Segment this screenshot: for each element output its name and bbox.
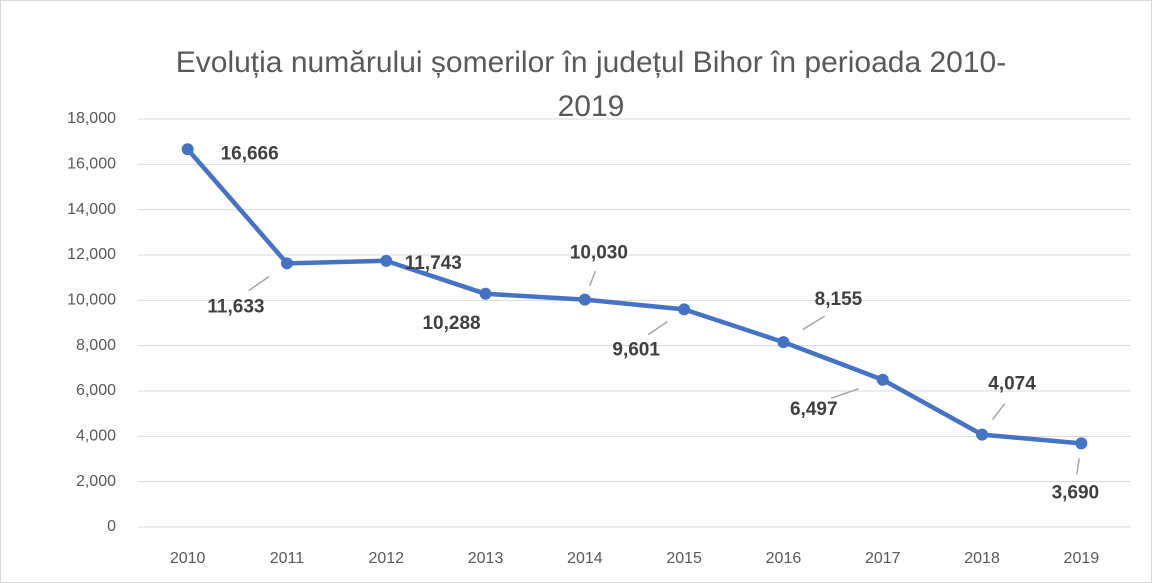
point [479,287,492,300]
point [678,303,691,316]
x-tick-label: 2014 [567,550,603,567]
point [777,336,790,349]
x-tick-label: 2016 [766,550,802,567]
y-tick-label: 2,000 [76,473,116,490]
data-label: 11,633 [207,296,264,317]
y-tick-label: 16,000 [67,156,116,173]
leader-line [1076,458,1080,475]
x-tick-label: 2010 [170,550,206,567]
point [181,143,194,156]
data-label: 10,288 [422,313,480,334]
y-tick-label: 0 [107,518,116,535]
leader-line [248,275,270,292]
point [976,428,989,441]
data-label: 10,030 [570,243,628,264]
y-tick-label: 18,000 [67,110,116,127]
x-tick-label: 2015 [666,550,702,567]
point [578,293,591,306]
x-tick-label: 2018 [964,550,1000,567]
data-label: 3,690 [1052,482,1100,503]
x-tick-label: 2011 [270,550,305,567]
point [876,373,889,386]
x-tick-label: 2013 [468,550,504,567]
x-tick-label: 2019 [1064,550,1100,567]
y-tick-label: 10,000 [67,292,116,309]
data-label: 9,601 [612,339,660,360]
data-label: 4,074 [988,374,1036,395]
y-tick-label: 14,000 [67,201,116,218]
y-tick-label: 4,000 [76,428,116,445]
data-label: 11,743 [405,253,462,274]
data-label: 8,155 [815,289,863,310]
x-tick-label: 2017 [865,550,901,567]
line [185,147,1082,446]
leader-line [802,315,826,331]
x-tick-label: 2012 [368,550,404,567]
point [380,254,393,267]
leader-line [991,403,1006,421]
chart-title: Evoluția numărului șomerilor în județul … [175,46,1007,123]
data-label: 16,666 [221,143,279,164]
point [280,257,293,270]
leader-line [830,388,859,400]
leader-line [589,270,597,287]
y-tick-label: 12,000 [67,246,116,263]
data-label: 6,497 [790,399,838,420]
y-tick-label: 6,000 [76,382,116,399]
point [1075,437,1088,450]
leader-line [647,321,668,336]
y-tick-label: 8,000 [76,337,116,354]
